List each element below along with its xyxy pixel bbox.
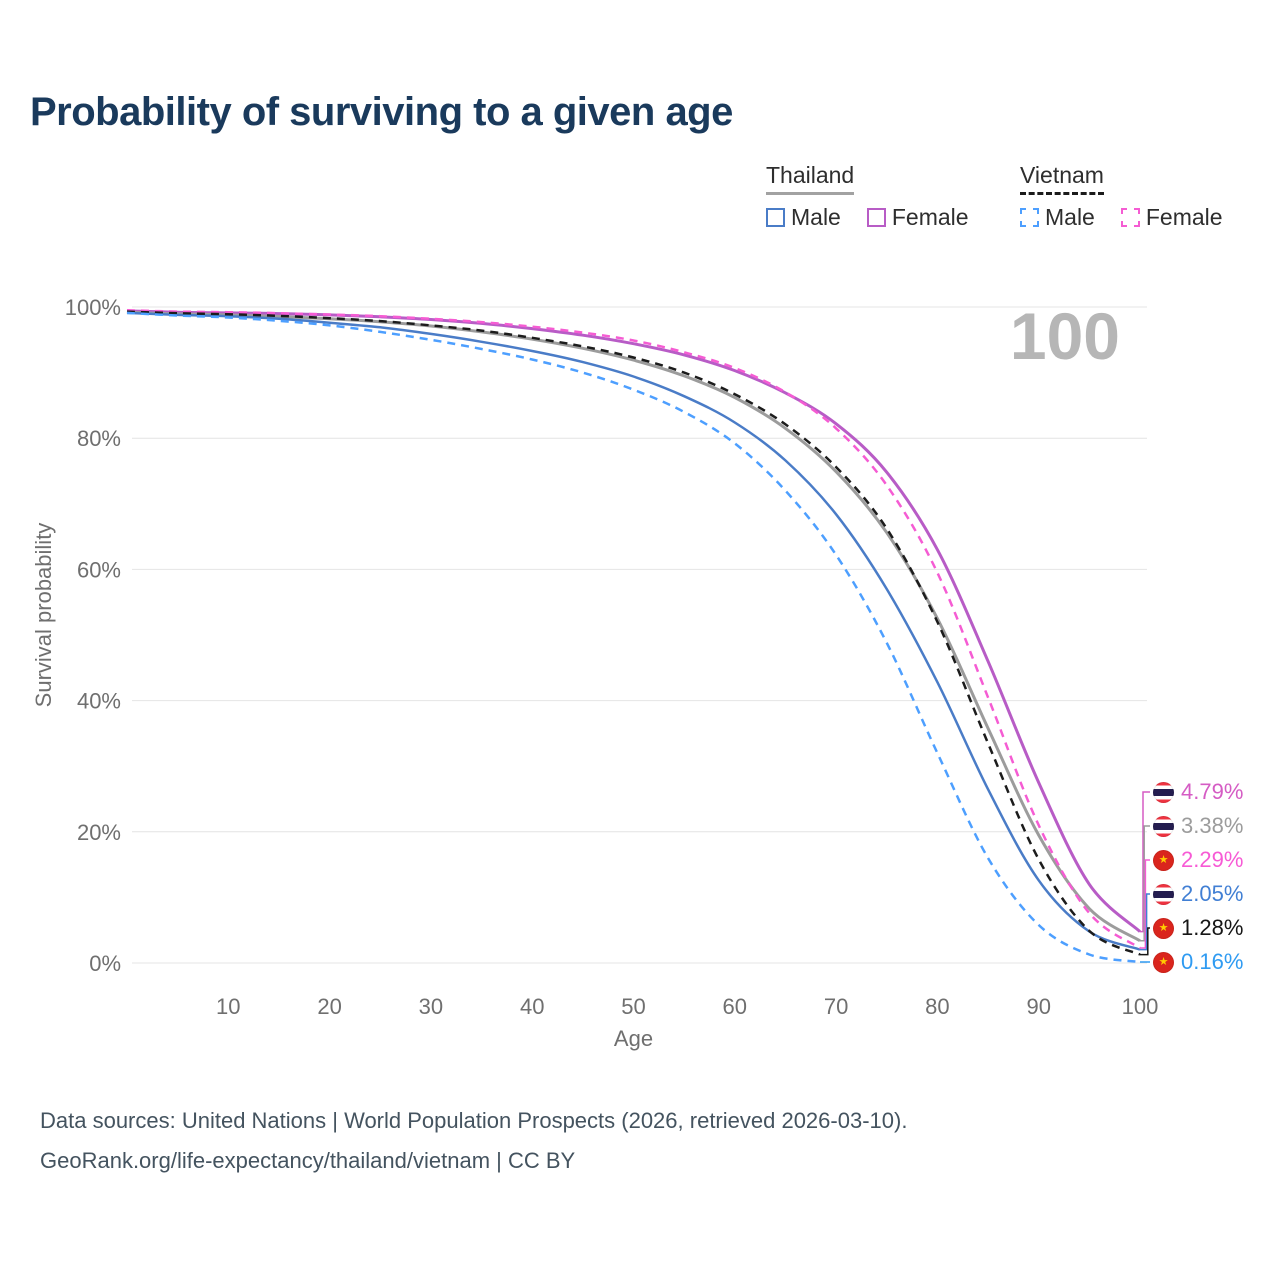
legend-item-vietnam-male[interactable]: Male	[1020, 204, 1095, 231]
end-label-thailand-male: 2.05%	[1153, 879, 1243, 909]
y-tick-label: 20%	[77, 820, 121, 845]
end-label-connector	[1140, 893, 1150, 951]
x-tick-label: 80	[925, 994, 949, 1019]
y-tick-label: 80%	[77, 426, 121, 451]
legend-items-thailand: Male Female	[766, 204, 969, 231]
end-label-value: 3.38%	[1181, 813, 1244, 838]
legend-item-thailand-male[interactable]: Male	[766, 204, 841, 231]
x-tick-label: 40	[520, 994, 544, 1019]
end-label-vietnam-both: ★ 1.28%	[1153, 913, 1243, 943]
end-label-thailand-female: 4.79%	[1153, 777, 1243, 807]
series-line-vietnam-both	[126, 310, 1141, 956]
thailand-female-swatch-icon	[866, 208, 886, 227]
vietnam-female-swatch-icon	[1120, 208, 1140, 227]
x-tick-label: 10	[216, 994, 240, 1019]
y-tick-label: 0%	[89, 951, 121, 976]
thailand-flag-icon	[1153, 781, 1174, 803]
x-tick-label: 60	[723, 994, 747, 1019]
end-label-value: 4.79%	[1181, 779, 1244, 804]
series-line-thailand-female	[126, 309, 1142, 933]
end-label-connector	[1140, 859, 1150, 949]
footer-attribution: GeoRank.org/life-expectancy/thailand/vie…	[40, 1148, 576, 1173]
page-title: Probability of surviving to a given age	[30, 90, 733, 134]
legend-group-thailand: Thailand Male Female	[766, 162, 969, 231]
x-tick-label: 50	[621, 994, 645, 1019]
legend-item-label: Male	[1045, 204, 1095, 230]
hover-age-watermark: 100	[1009, 299, 1120, 373]
x-axis-title: Age	[613, 1026, 654, 1051]
legend-item-label: Male	[791, 204, 841, 230]
x-tick-label: 20	[317, 994, 341, 1019]
series-line-thailand-male	[126, 311, 1141, 951]
thailand-male-swatch-icon	[766, 208, 785, 227]
vietnam-male-swatch-icon	[1020, 208, 1039, 227]
end-label-value: 2.05%	[1181, 881, 1244, 906]
y-tick-label: 40%	[77, 689, 121, 714]
end-label-vietnam-male: ★ 0.16%	[1153, 947, 1243, 977]
y-tick-label: 60%	[77, 557, 121, 582]
legend-items-vietnam: Male Female	[1020, 204, 1223, 231]
series-line-vietnam-female	[126, 309, 1141, 950]
legend-item-vietnam-female[interactable]: Female	[1120, 204, 1223, 231]
vietnam-flag-icon: ★	[1153, 951, 1174, 973]
end-label-value: 1.28%	[1181, 915, 1244, 940]
vietnam-flag-icon: ★	[1153, 917, 1174, 939]
legend-group-vietnam: Vietnam Male Female	[1020, 162, 1223, 231]
x-tick-label: 30	[419, 994, 443, 1019]
end-label-vietnam-female: ★ 2.29%	[1153, 845, 1243, 875]
end-label-thailand-both: 3.38%	[1153, 811, 1243, 841]
thailand-flag-icon	[1153, 883, 1174, 905]
legend-title-vietnam: Vietnam	[1020, 162, 1104, 195]
vietnam-flag-icon: ★	[1153, 849, 1174, 871]
series-line-thailand-both	[126, 310, 1141, 943]
y-axis-title: Survival probability	[31, 522, 56, 708]
end-label-value: 0.16%	[1181, 949, 1244, 974]
end-label-connector	[1140, 927, 1150, 956]
y-tick-label: 100%	[65, 295, 121, 320]
legend-item-thailand-female[interactable]: Female	[866, 204, 969, 231]
legend-item-label: Female	[1145, 204, 1223, 230]
x-tick-label: 90	[1026, 994, 1050, 1019]
end-label-value: 2.29%	[1181, 847, 1244, 872]
x-tick-label: 100	[1122, 994, 1159, 1019]
legend-item-label: Female	[891, 204, 969, 230]
thailand-flag-icon	[1153, 815, 1174, 837]
end-label-connector	[1140, 825, 1150, 942]
footer-data-sources: Data sources: United Nations | World Pop…	[40, 1108, 908, 1133]
series-line-vietnam-male	[126, 311, 1141, 964]
end-label-connector	[1140, 791, 1150, 933]
x-tick-label: 70	[824, 994, 848, 1019]
legend-title-thailand: Thailand	[766, 162, 855, 195]
